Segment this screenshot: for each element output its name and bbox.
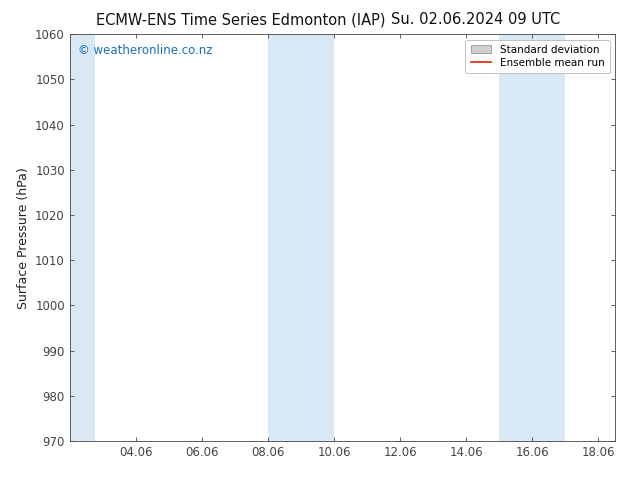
Text: ECMW-ENS Time Series Edmonton (IAP): ECMW-ENS Time Series Edmonton (IAP) (96, 12, 385, 27)
Text: Su. 02.06.2024 09 UTC: Su. 02.06.2024 09 UTC (391, 12, 560, 27)
Bar (70, 34, 94, 441)
Legend: Standard deviation, Ensemble mean run: Standard deviation, Ensemble mean run (465, 40, 610, 73)
Y-axis label: Surface Pressure (hPa): Surface Pressure (hPa) (16, 167, 30, 309)
Bar (500, 34, 566, 441)
Bar (268, 34, 334, 441)
Text: © weatheronline.co.nz: © weatheronline.co.nz (78, 45, 212, 57)
